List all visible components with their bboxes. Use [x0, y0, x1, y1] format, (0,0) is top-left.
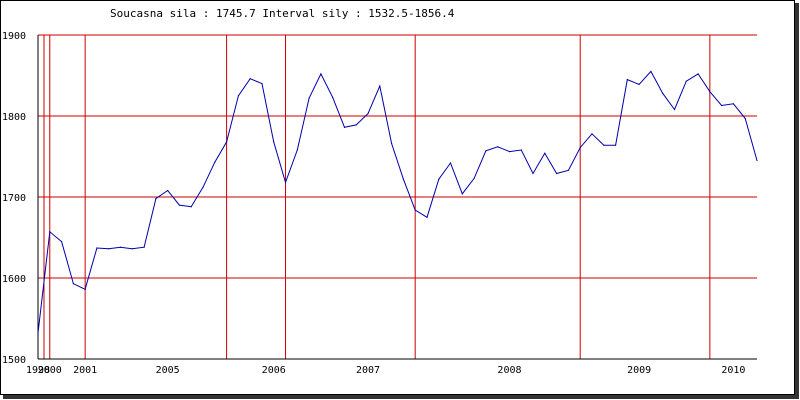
- data-point: [178, 204, 181, 206]
- y-tick-label: 1500: [2, 355, 26, 366]
- data-point: [402, 178, 404, 180]
- data-point: [343, 126, 346, 128]
- data-point: [391, 142, 393, 145]
- data-point: [662, 92, 664, 94]
- data-point: [320, 73, 322, 75]
- data-point: [449, 162, 452, 164]
- y-tick-label: 1700: [2, 193, 26, 204]
- data-point: [591, 133, 593, 135]
- data-point: [296, 149, 298, 151]
- data-point: [508, 151, 511, 153]
- data-point: [709, 91, 711, 93]
- data-point: [60, 240, 63, 243]
- data-point: [438, 178, 440, 180]
- x-tick-label: 2006: [262, 365, 286, 376]
- data-point: [143, 246, 145, 248]
- data-point: [414, 209, 416, 211]
- x-tick-label: 2001: [73, 365, 97, 376]
- data-point: [190, 206, 192, 208]
- y-tick-label: 1600: [2, 274, 26, 285]
- data-point: [721, 104, 723, 107]
- data-point: [72, 283, 74, 285]
- y-tick-label: 1900: [2, 31, 26, 42]
- x-tick-label: 2009: [627, 365, 651, 376]
- data-point: [461, 193, 463, 195]
- data-point: [379, 85, 381, 87]
- data-point: [308, 97, 310, 99]
- data-point: [673, 108, 676, 111]
- data-point: [284, 181, 287, 184]
- chart-header: Soucasna sila : 1745.7 Interval sily : 1…: [110, 7, 455, 20]
- data-point: [37, 332, 39, 334]
- data-point: [579, 146, 581, 149]
- data-point: [532, 172, 534, 175]
- data-point: [744, 117, 746, 120]
- data-point: [261, 83, 263, 85]
- data-point: [237, 95, 239, 97]
- series-line: [37, 70, 758, 334]
- data-point: [626, 78, 628, 81]
- data-point: [603, 144, 605, 146]
- horizontal-gridlines: [38, 34, 757, 360]
- data-point: [697, 73, 699, 75]
- data-point: [638, 83, 640, 86]
- data-point: [96, 247, 98, 249]
- data-point: [273, 141, 275, 143]
- data-point: [119, 246, 122, 248]
- x-tick-label: 2000: [38, 365, 62, 376]
- data-point: [332, 96, 334, 98]
- data-point: [497, 146, 499, 148]
- data-point: [485, 150, 487, 152]
- data-point: [202, 186, 204, 188]
- data-point: [249, 78, 251, 80]
- data-point: [155, 198, 157, 200]
- data-point: [520, 149, 522, 151]
- data-point: [214, 161, 216, 163]
- x-tick-label: 2005: [156, 365, 180, 376]
- data-point: [367, 112, 369, 115]
- data-point: [225, 141, 228, 143]
- y-tick-label: 1800: [2, 112, 26, 123]
- data-point: [732, 103, 735, 105]
- data-point: [167, 189, 169, 192]
- y-axis-tick-labels: 1500 1600 1700 1800 1900: [2, 31, 26, 366]
- data-point: [556, 172, 558, 175]
- data-point: [426, 216, 428, 218]
- data-point: [544, 152, 546, 154]
- vertical-gridlines: [43, 35, 711, 359]
- data-point: [131, 248, 133, 250]
- data-point: [355, 124, 357, 126]
- data-point: [108, 248, 110, 250]
- data-point: [756, 159, 758, 162]
- data-point: [650, 70, 652, 73]
- data-point: [49, 231, 51, 233]
- x-tick-label: 1998: [26, 365, 50, 376]
- data-point: [473, 177, 475, 179]
- data-point: [84, 288, 86, 290]
- x-tick-label: 2008: [497, 365, 521, 376]
- x-tick-label: 2007: [356, 365, 380, 376]
- series-points: [37, 70, 758, 334]
- x-tick-label: 2010: [721, 365, 745, 376]
- data-point: [567, 169, 570, 171]
- data-point: [614, 144, 617, 146]
- data-point: [685, 80, 687, 82]
